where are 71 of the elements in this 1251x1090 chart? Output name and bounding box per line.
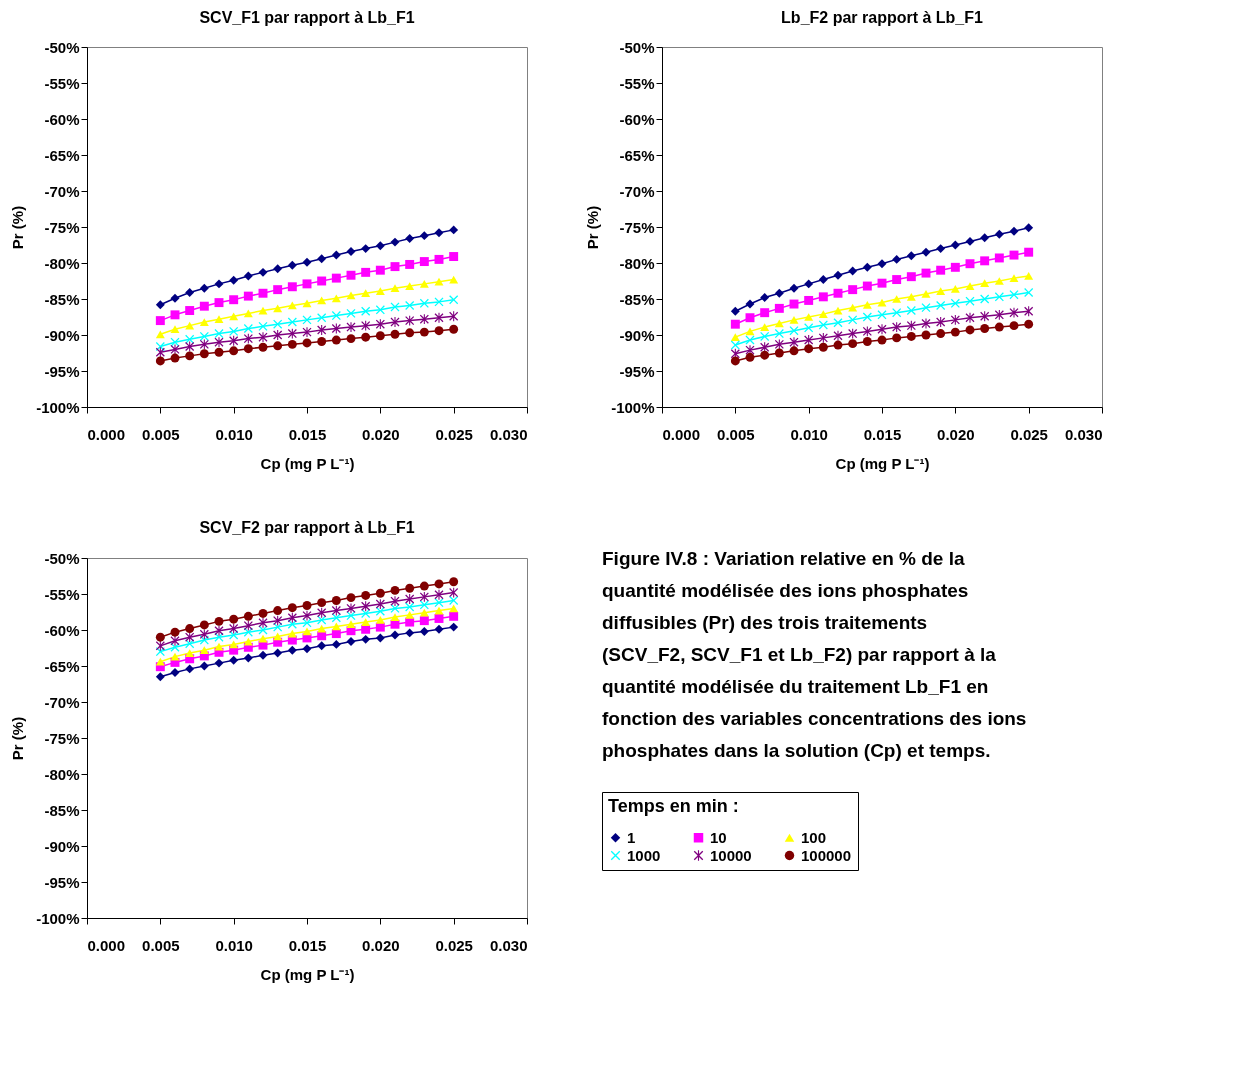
y-tick-label: -65% [44,657,80,675]
y-tick-label: -70% [44,693,80,711]
x-tick-label: 0.005 [142,936,180,954]
legend-label: 1000 [627,846,661,864]
x-tick-label: 0.000 [662,425,701,443]
y-tick-label: -100% [36,909,80,927]
x-tick-label: 0.000 [87,936,126,954]
x-tick-label: 0.000 [87,425,126,443]
x-tick-label: 0.010 [215,425,253,443]
y-tick-label: -55% [44,585,80,603]
legend-label: 100 [801,828,827,846]
y-tick-label: -60% [44,621,80,639]
x-tick-label: 0.025 [1010,425,1048,443]
x-tick-label: 0.005 [717,425,755,443]
x-tick-label: 0.010 [790,425,828,443]
y-tick-label: -65% [619,146,655,164]
y-tick-label: -90% [44,837,80,855]
y-tick-label: -60% [619,110,655,128]
x-tick-label: 0.005 [142,425,180,443]
x-tick-label: 0.020 [362,425,400,443]
chart-title: SCV_F2 par rapport à Lb_F1 [199,519,415,536]
y-tick-label: -75% [619,218,655,236]
y-tick-label: -90% [619,326,655,344]
y-tick-label: -55% [619,74,655,92]
y-tick-label: -85% [44,801,80,819]
y-tick-label: -55% [44,74,80,92]
y-tick-label: -70% [44,182,80,200]
y-tick-label: -50% [44,38,80,56]
chart-title: Lb_F2 par rapport à Lb_F1 [781,9,984,26]
y-tick-label: -50% [619,38,655,56]
x-tick-label: 0.030 [1064,425,1103,443]
x-axis-title: Cp (mg P L⁻¹) [835,454,930,472]
y-tick-label: -95% [44,362,80,380]
y-tick-label: -90% [44,326,80,344]
y-axis-title: Pr (%) [9,205,27,250]
y-tick-label: -60% [44,110,80,128]
y-tick-label: -100% [36,398,80,416]
x-axis-title: Cp (mg P L⁻¹) [260,965,355,983]
y-tick-label: -85% [619,290,655,308]
y-tick-label: -85% [44,290,80,308]
y-tick-label: -70% [619,182,655,200]
y-tick-label: -80% [44,254,80,272]
x-tick-label: 0.010 [215,936,253,954]
legend-label: 100000 [801,846,852,864]
x-tick-label: 0.020 [937,425,975,443]
y-tick-label: -100% [611,398,655,416]
legend-label: 10000 [710,846,752,864]
x-tick-label: 0.025 [435,425,473,443]
y-axis-title: Pr (%) [584,205,602,250]
y-tick-label: -50% [44,549,80,567]
y-axis-title: Pr (%) [9,716,27,761]
x-tick-label: 0.015 [863,425,902,443]
y-tick-label: -75% [44,218,80,236]
x-tick-label: 0.030 [489,425,528,443]
y-tick-label: -80% [619,254,655,272]
legend-label: 1 [627,828,636,846]
x-tick-label: 0.020 [362,936,400,954]
y-tick-label: -80% [44,765,80,783]
legend-label: 10 [710,828,727,846]
y-tick-label: -95% [44,873,80,891]
y-tick-label: -75% [44,729,80,747]
x-tick-label: 0.025 [435,936,473,954]
chart-title: SCV_F1 par rapport à Lb_F1 [199,9,415,26]
x-tick-label: 0.030 [489,936,528,954]
y-tick-label: -65% [44,146,80,164]
x-tick-label: 0.015 [288,936,327,954]
text: Figure IV.8 : Variation relative en % de la quantité modélisée des ions phosphates diffusibles (Pr) des trois traitements (SCV_F2, SCV_F1 et Lb_F2) par rapport à la quantité modélisée du traitement Lb_F1 en fonction des variables concentrations des ions phosphates dans la solution (Cp) et temps. [602,548,1027,761]
y-tick-label: -95% [619,362,655,380]
legend-title: Temps en min : [608,796,739,816]
x-axis-title: Cp (mg P L⁻¹) [260,454,355,472]
x-tick-label: 0.015 [288,425,327,443]
